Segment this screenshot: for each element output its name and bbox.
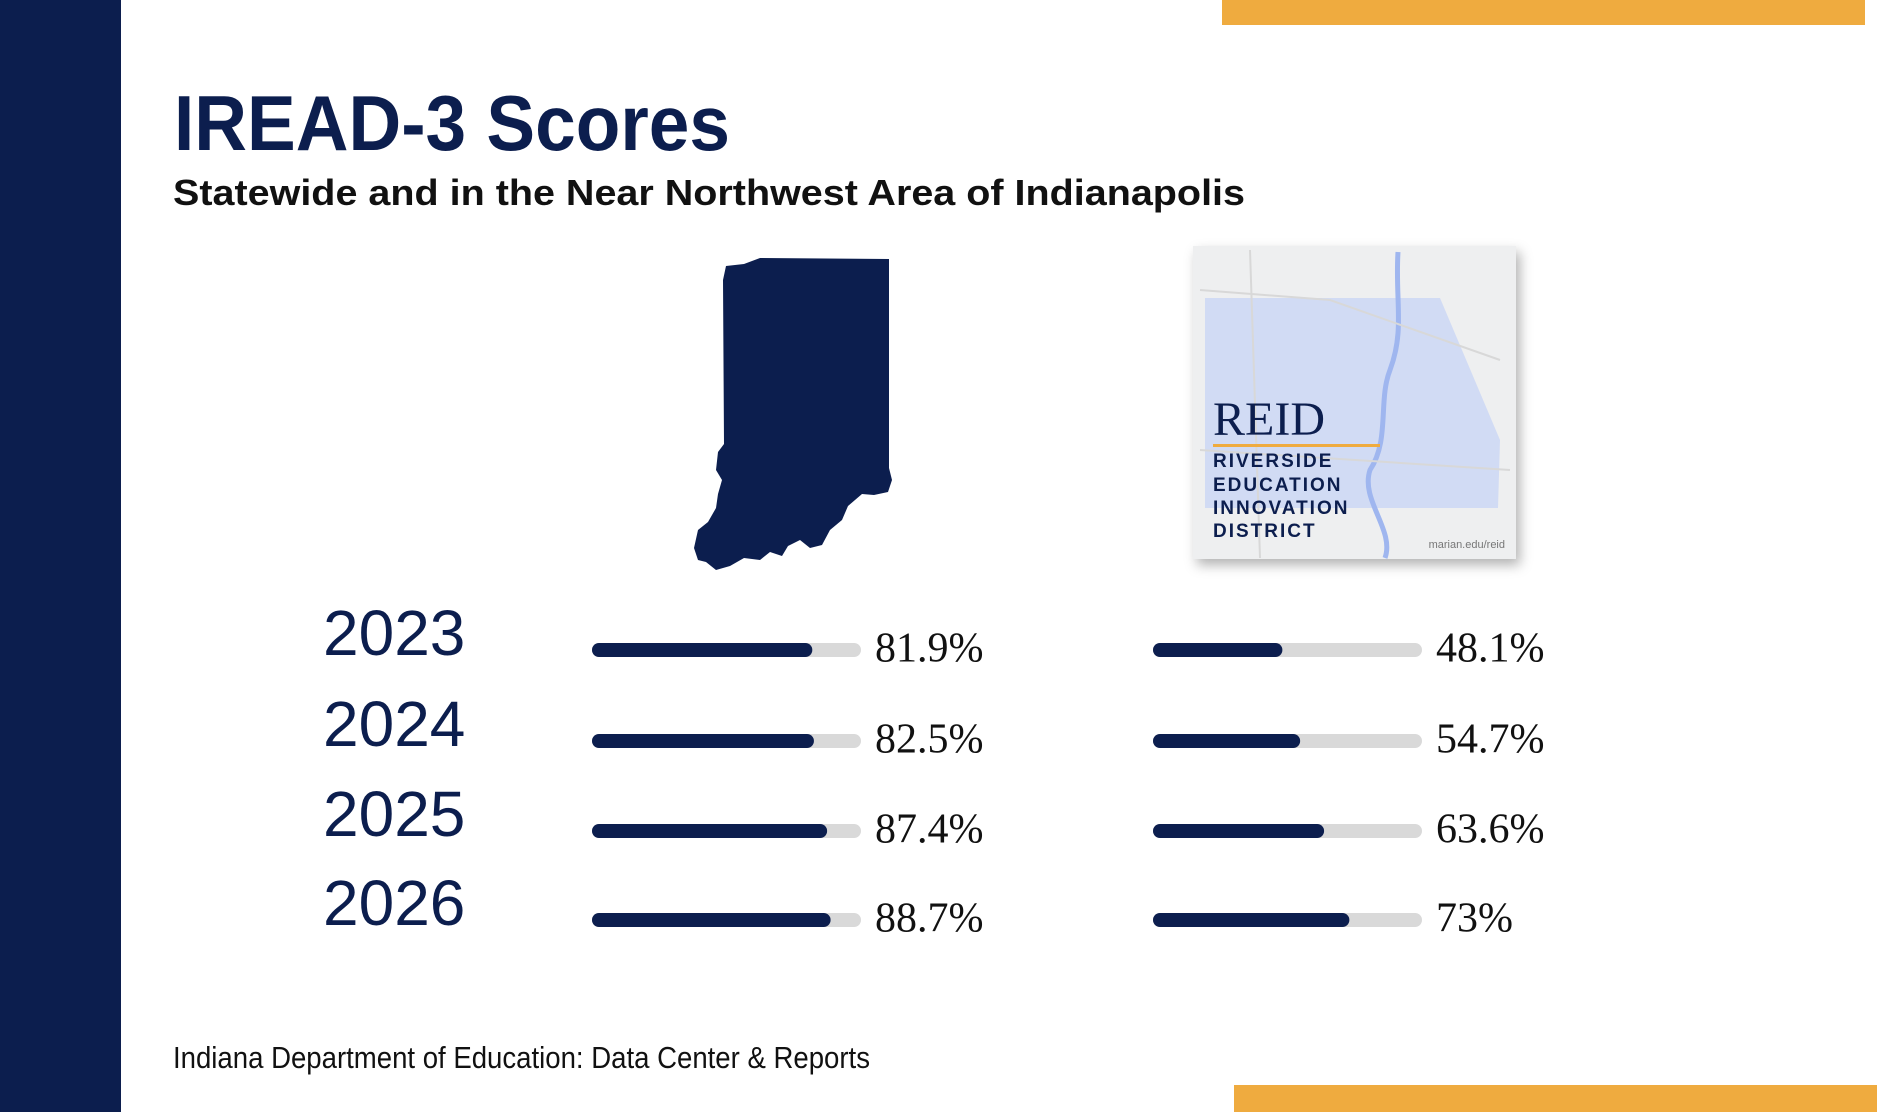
reid-logo: REID RIVERSIDE EDUCATION INNOVATION DIST… — [1193, 246, 1516, 559]
year-label: 2023 — [323, 597, 465, 669]
roads — [1199, 249, 1511, 559]
value-label: 82.5% — [875, 717, 984, 763]
value-label: 87.4% — [875, 807, 984, 853]
bar — [1153, 824, 1325, 838]
logo-line: INNOVATION — [1213, 498, 1349, 519]
logo-url: marian.edu/reid — [1429, 539, 1505, 551]
logo-line: DISTRICT — [1213, 521, 1317, 542]
value-label: 63.6% — [1436, 807, 1545, 853]
bar — [1153, 913, 1350, 927]
subtitle: Statewide and in the Near Northwest Area… — [173, 172, 1245, 213]
bar — [592, 824, 828, 838]
value-label: 88.7% — [875, 896, 984, 942]
side-band — [0, 0, 121, 1112]
year-label: 2025 — [323, 778, 465, 850]
logo-rule — [1213, 444, 1380, 447]
bar — [592, 734, 814, 748]
logo-line: EDUCATION — [1213, 475, 1343, 496]
bar — [592, 913, 831, 927]
value-label: 73% — [1436, 896, 1513, 942]
bar — [592, 643, 813, 657]
source: Indiana Department of Education: Data Ce… — [173, 1040, 870, 1075]
value-label: 54.7% — [1436, 717, 1545, 763]
logo-line: RIVERSIDE — [1213, 451, 1333, 472]
bottom-accent — [1234, 1085, 1877, 1112]
bar — [1153, 643, 1283, 657]
title: IREAD-3 Scores — [174, 79, 730, 167]
river — [1365, 251, 1401, 559]
bar — [1153, 734, 1301, 748]
indiana-map — [694, 258, 892, 570]
top-accent — [1222, 0, 1865, 25]
value-label: 81.9% — [875, 626, 984, 672]
year-label: 2024 — [323, 688, 465, 760]
value-label: 48.1% — [1436, 626, 1545, 672]
logo-name: REID — [1213, 393, 1325, 446]
year-label: 2026 — [323, 867, 465, 939]
